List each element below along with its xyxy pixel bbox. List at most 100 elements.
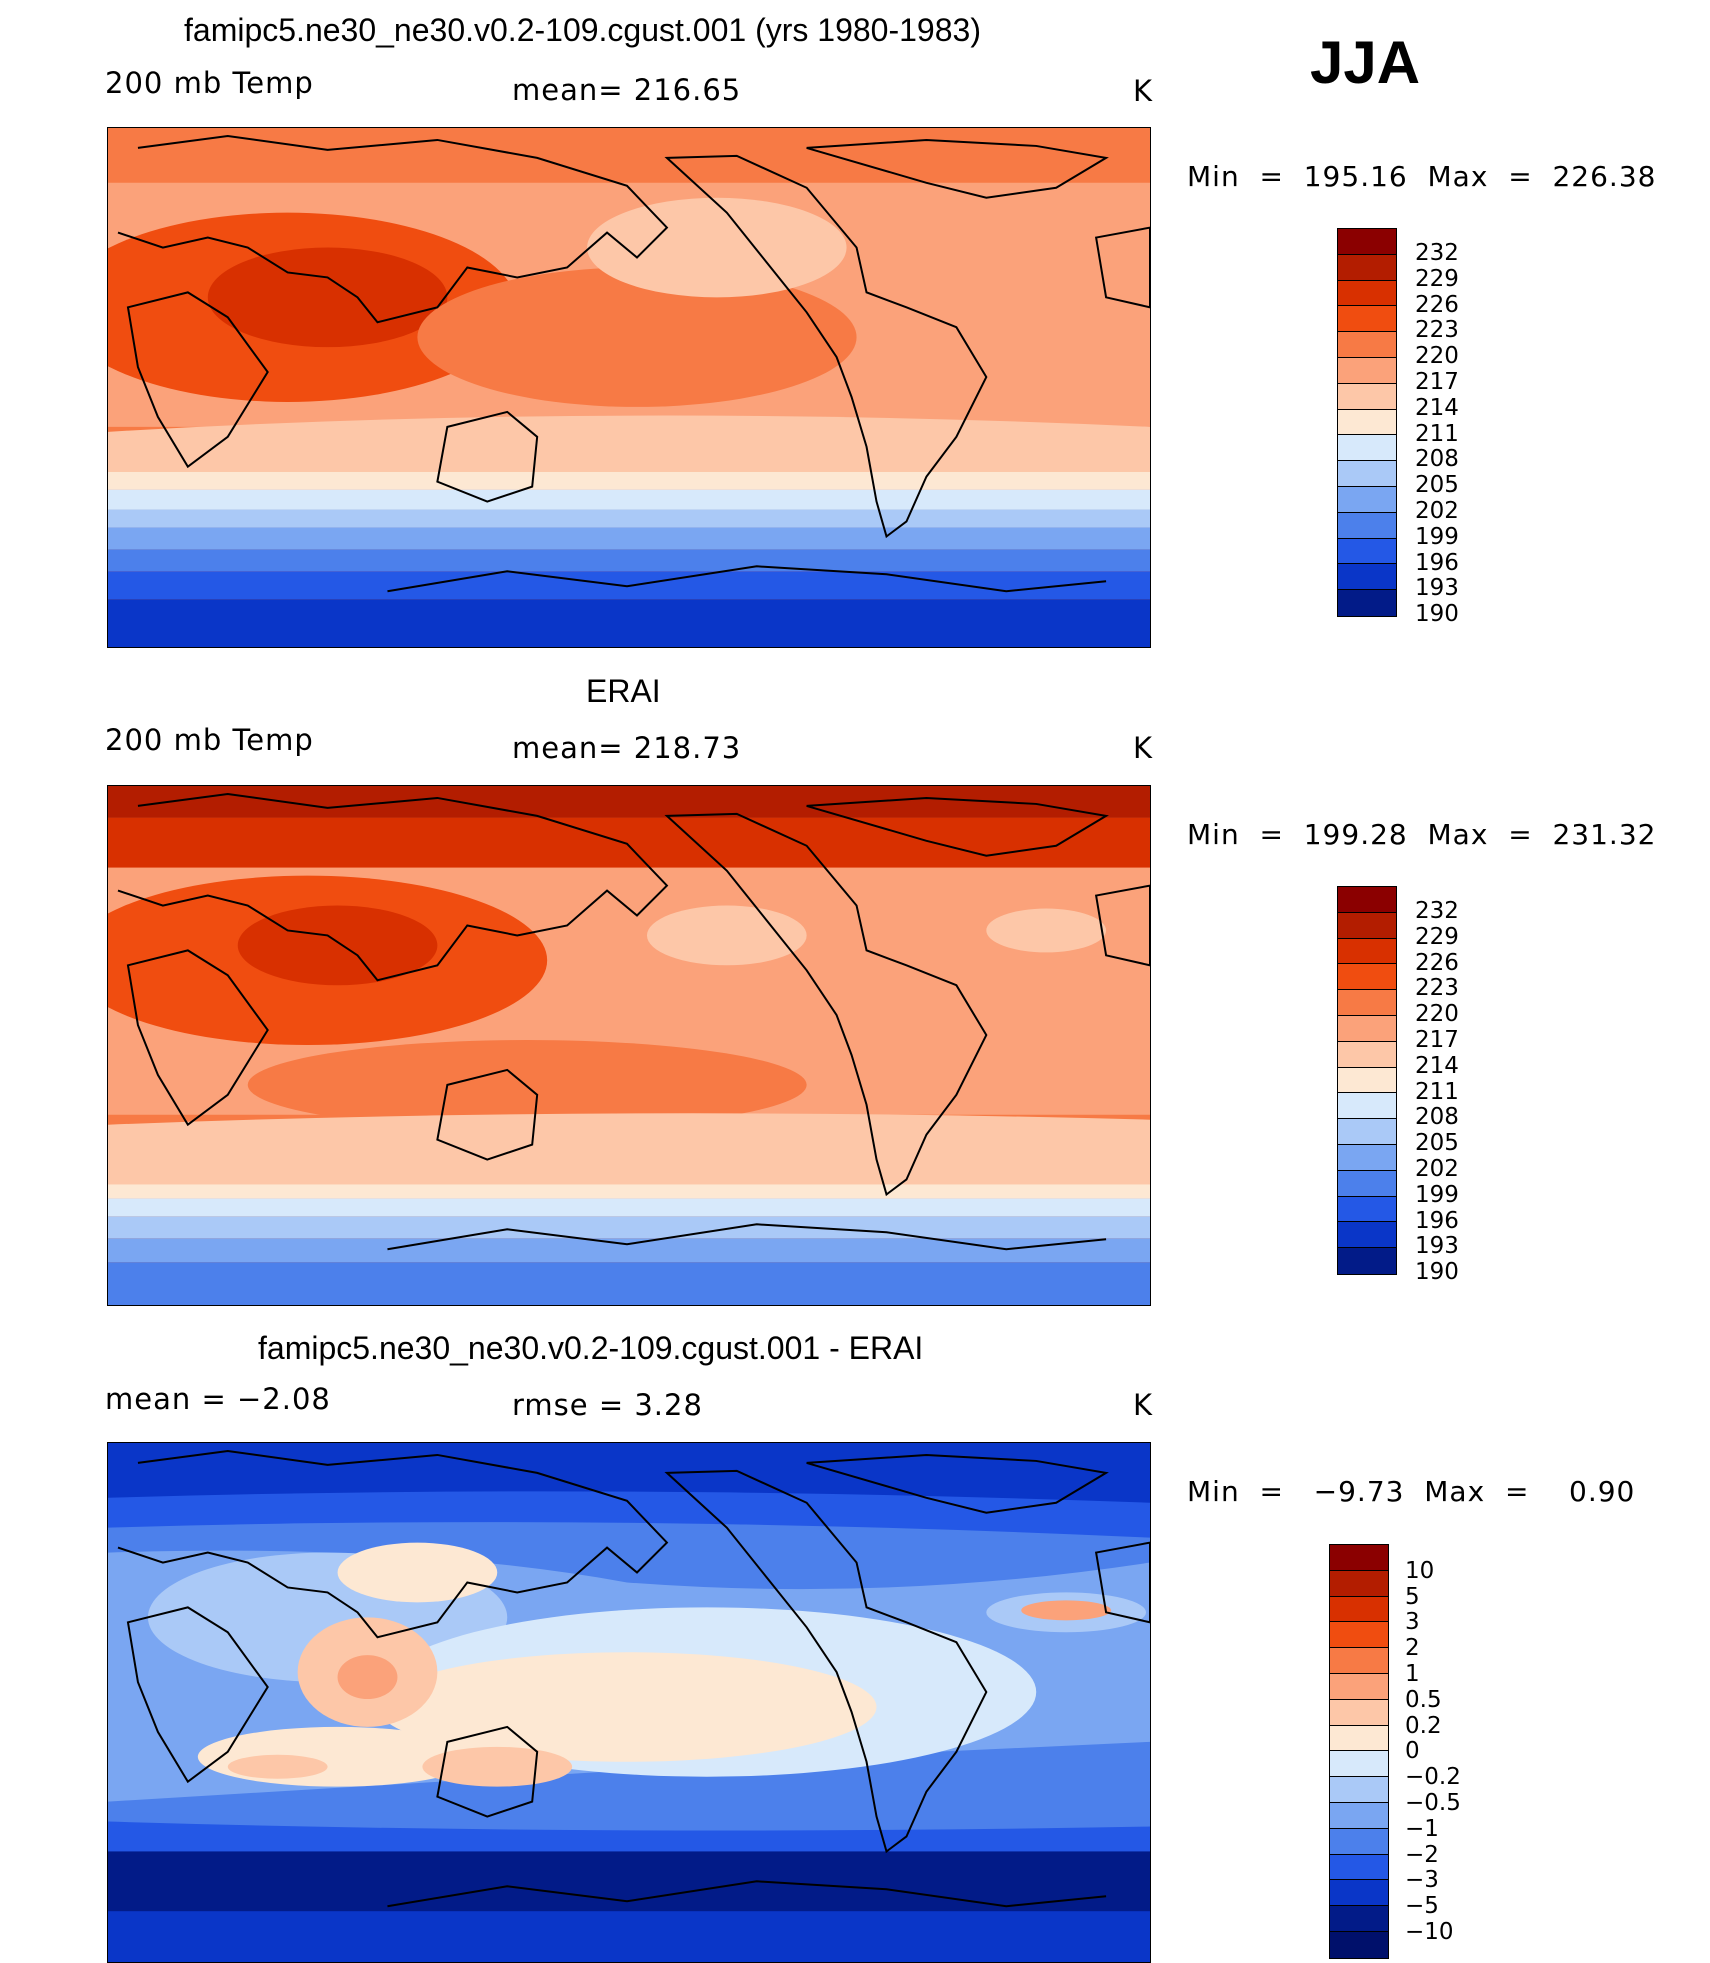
colorbar-obs-swatch: [1338, 938, 1396, 965]
minmax-model: Min = 195.16 Max = 226.38: [1187, 160, 1657, 193]
colorbar-diff-swatch: [1330, 1880, 1388, 1907]
rmse-label: rmse = 3.28: [512, 1388, 703, 1422]
colorbar-model-swatch: [1338, 383, 1396, 410]
colorbar-diff-tick-label: 0: [1405, 1738, 1420, 1765]
colorbar-diff-tick-label: −0.5: [1405, 1790, 1461, 1816]
colorbar-diff-swatch: [1330, 1854, 1388, 1881]
colorbar-obs-swatch: [1338, 1093, 1396, 1120]
colorbar-obs-tick-label: 190: [1415, 1259, 1459, 1286]
colorbar-diff-tick-label: −3: [1405, 1867, 1439, 1894]
colorbar-diff-swatch: [1330, 1622, 1388, 1649]
unit-label-diff: K: [1133, 1388, 1154, 1422]
colorbar-obs-tick-label: 214: [1415, 1052, 1459, 1079]
colorbar-model-swatch: [1338, 357, 1396, 384]
colorbar-model-swatch: [1338, 332, 1396, 358]
colorbar-obs-swatch: [1338, 1119, 1396, 1145]
colorbar-diff-swatch: [1330, 1751, 1388, 1778]
colorbar-diff-swatch: [1330, 1802, 1388, 1829]
colorbar-obs-swatch: [1338, 887, 1396, 913]
colorbar-obs-tick-label: 196: [1415, 1207, 1459, 1234]
colorbar-model-tick-label: 205: [1415, 472, 1459, 499]
colorbar-obs-swatch: [1338, 1015, 1396, 1042]
colorbar-obs-swatch: [1338, 1170, 1396, 1197]
colorbar-model-tick-label: 190: [1415, 601, 1459, 628]
colorbar-obs-tick-label: 220: [1415, 1001, 1459, 1028]
colorbar-model-tick-label: 226: [1415, 291, 1459, 318]
colorbar-obs-swatch: [1338, 1144, 1396, 1171]
colorbar-model-swatches: [1337, 228, 1397, 617]
colorbar-diff-tick-label: −1: [1405, 1815, 1439, 1842]
colorbar-model-tick-label: 232: [1415, 240, 1459, 266]
colorbar-model-swatch: [1338, 280, 1396, 307]
colorbar-diff-swatches: [1329, 1544, 1389, 1959]
colorbar-model-tick-label: 193: [1415, 575, 1459, 602]
panel-title-obs: ERAI: [586, 673, 661, 709]
colorbar-diff-tick-label: −0.2: [1405, 1764, 1461, 1791]
colorbar-diff-swatch: [1330, 1777, 1388, 1803]
map-obs: [107, 785, 1151, 1306]
season-label: JJA: [1310, 29, 1421, 96]
colorbar-model-swatch: [1338, 590, 1396, 616]
colorbar-diff-swatch: [1330, 1725, 1388, 1752]
colorbar-diff-swatch: [1330, 1596, 1388, 1623]
colorbar-diff-swatch: [1330, 1648, 1388, 1674]
colorbar-obs-tick-label: 217: [1415, 1027, 1459, 1053]
panel-title-diff: famipc5.ne30_ne30.v0.2-109.cgust.001 - E…: [258, 1330, 924, 1366]
colorbar-obs-tick-label: 199: [1415, 1181, 1459, 1208]
map-diff: [107, 1442, 1151, 1963]
colorbar-model-tick-label: 202: [1415, 498, 1459, 524]
colorbar-obs-swatch: [1338, 912, 1396, 939]
colorbar-obs-tick-label: 223: [1415, 975, 1459, 1002]
map-model: [107, 127, 1151, 648]
colorbar-diff-tick-label: −5: [1405, 1893, 1439, 1920]
colorbar-obs-swatch: [1338, 1067, 1396, 1094]
colorbar-model-swatch: [1338, 229, 1396, 255]
colorbar-model-swatch: [1338, 254, 1396, 281]
colorbar-diff-tick-label: 10: [1405, 1557, 1435, 1584]
colorbar-diff-swatch: [1330, 1828, 1388, 1855]
colorbar-diff-swatch: [1330, 1931, 1388, 1958]
diff-mean-label: mean = −2.08: [105, 1382, 331, 1416]
colorbar-diff-tick-label: 2: [1405, 1635, 1420, 1662]
colorbar-obs-swatch: [1338, 1196, 1396, 1223]
colorbar-model-tick-label: 223: [1415, 317, 1459, 344]
colorbar-model-swatch: [1338, 435, 1396, 462]
colorbar-obs-tick-label: 229: [1415, 923, 1459, 950]
colorbar-model-tick-label: 208: [1415, 446, 1459, 473]
panel-title-model: famipc5.ne30_ne30.v0.2-109.cgust.001 (yr…: [184, 12, 981, 48]
colorbar-obs-tick-label: 208: [1415, 1104, 1459, 1131]
unit-label-obs: K: [1133, 731, 1154, 765]
colorbar-model-swatch: [1338, 564, 1396, 591]
colorbar-model-swatch: [1338, 409, 1396, 436]
colorbar-diff-tick-label: 0.5: [1405, 1686, 1442, 1713]
unit-label-model: K: [1133, 74, 1154, 108]
colorbar-obs-swatch: [1338, 964, 1396, 991]
colorbar-model-swatch: [1338, 461, 1396, 487]
colorbar-diff-tick-label: −10: [1405, 1919, 1454, 1945]
map-obs-field: [108, 786, 1150, 1305]
colorbar-model-swatch: [1338, 512, 1396, 539]
colorbar-diff-tick-label: 1: [1405, 1661, 1420, 1687]
colorbar-obs-swatches: [1337, 886, 1397, 1275]
colorbar-model-tick-label: 217: [1415, 369, 1459, 395]
map-model-field: [108, 128, 1150, 647]
colorbar-model-tick-label: 214: [1415, 394, 1459, 421]
colorbar-diff-swatch: [1330, 1545, 1388, 1571]
colorbar-obs-swatch: [1338, 1222, 1396, 1249]
map-diff-field: [108, 1443, 1150, 1962]
colorbar-diff-swatch: [1330, 1570, 1388, 1597]
field-label-model: 200 mb Temp: [105, 66, 314, 100]
colorbar-obs-tick-label: 205: [1415, 1130, 1459, 1157]
colorbar-diff-swatch: [1330, 1673, 1388, 1700]
minmax-obs: Min = 199.28 Max = 231.32: [1187, 818, 1657, 851]
colorbar-obs-tick-label: 232: [1415, 898, 1459, 924]
colorbar-diff-tick-label: 3: [1405, 1609, 1420, 1636]
colorbar-obs-swatch: [1338, 990, 1396, 1016]
colorbar-model-swatch: [1338, 486, 1396, 513]
colorbar-obs-swatch: [1338, 1248, 1396, 1274]
colorbar-model-swatch: [1338, 538, 1396, 565]
colorbar-obs-tick-label: 211: [1415, 1078, 1459, 1105]
colorbar-obs-tick-label: 202: [1415, 1156, 1459, 1182]
colorbar-diff-tick-label: 5: [1405, 1583, 1420, 1610]
colorbar-obs-swatch: [1338, 1041, 1396, 1068]
